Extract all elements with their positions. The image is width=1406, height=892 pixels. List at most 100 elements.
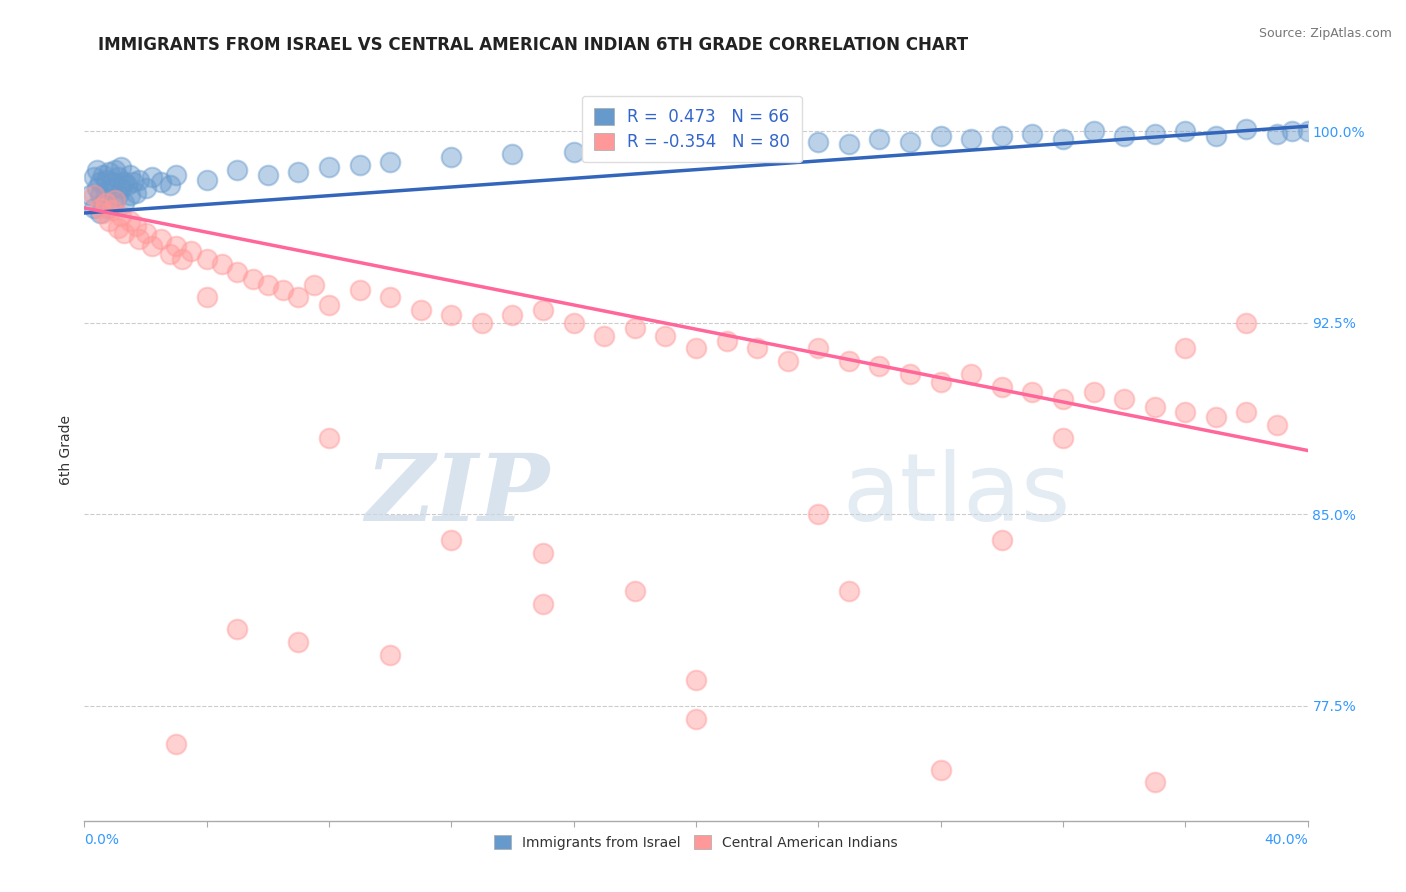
- Point: [101, 175, 124, 189]
- Point: [624, 321, 647, 335]
- Point: [502, 308, 524, 322]
- Point: [89, 188, 111, 202]
- Point: [141, 239, 163, 253]
- Point: [1236, 405, 1258, 419]
- Point: [107, 221, 129, 235]
- Point: [1143, 400, 1166, 414]
- Point: [1021, 127, 1043, 141]
- Point: [89, 201, 111, 215]
- Point: [1265, 127, 1288, 141]
- Point: [898, 135, 921, 149]
- Point: [107, 170, 129, 185]
- Point: [624, 142, 647, 156]
- Point: [83, 188, 105, 202]
- Point: [120, 168, 142, 182]
- Point: [195, 252, 218, 266]
- Point: [125, 219, 148, 233]
- Point: [165, 168, 187, 182]
- Point: [1052, 431, 1074, 445]
- Point: [110, 180, 132, 194]
- Point: [86, 162, 108, 177]
- Point: [685, 712, 707, 726]
- Point: [1205, 129, 1227, 144]
- Point: [960, 367, 983, 381]
- Point: [380, 648, 402, 662]
- Text: atlas: atlas: [842, 449, 1071, 541]
- Point: [838, 137, 860, 152]
- Point: [1114, 392, 1136, 407]
- Point: [125, 186, 148, 200]
- Point: [869, 132, 891, 146]
- Point: [531, 597, 554, 611]
- Point: [101, 203, 124, 218]
- Point: [747, 342, 769, 356]
- Point: [89, 206, 111, 220]
- Point: [349, 157, 371, 171]
- Point: [349, 283, 371, 297]
- Point: [1083, 384, 1105, 399]
- Point: [110, 160, 132, 174]
- Text: ZIP: ZIP: [366, 450, 550, 540]
- Point: [112, 175, 135, 189]
- Point: [97, 213, 120, 227]
- Point: [1281, 124, 1303, 138]
- Point: [807, 342, 830, 356]
- Point: [531, 303, 554, 318]
- Point: [685, 342, 707, 356]
- Point: [440, 533, 463, 547]
- Point: [440, 308, 463, 322]
- Point: [91, 195, 114, 210]
- Point: [929, 129, 952, 144]
- Point: [562, 316, 585, 330]
- Point: [776, 354, 799, 368]
- Point: [242, 272, 264, 286]
- Point: [149, 175, 172, 189]
- Point: [112, 195, 135, 210]
- Point: [409, 303, 432, 318]
- Point: [1143, 127, 1166, 141]
- Point: [120, 213, 142, 227]
- Point: [440, 150, 463, 164]
- Point: [195, 290, 218, 304]
- Point: [287, 290, 309, 304]
- Point: [89, 175, 111, 189]
- Point: [318, 298, 340, 312]
- Point: [94, 173, 117, 187]
- Point: [1236, 121, 1258, 136]
- Point: [271, 283, 294, 297]
- Point: [929, 763, 952, 777]
- Point: [624, 583, 647, 598]
- Point: [807, 508, 830, 522]
- Point: [991, 129, 1014, 144]
- Point: [122, 175, 145, 189]
- Point: [101, 180, 124, 194]
- Point: [502, 147, 524, 161]
- Point: [226, 162, 249, 177]
- Point: [1021, 384, 1043, 399]
- Point: [531, 545, 554, 559]
- Point: [120, 188, 142, 202]
- Point: [991, 379, 1014, 393]
- Point: [1052, 132, 1074, 146]
- Point: [1296, 124, 1319, 138]
- Point: [1174, 405, 1197, 419]
- Point: [1205, 410, 1227, 425]
- Point: [115, 178, 138, 192]
- Point: [929, 375, 952, 389]
- Text: Source: ZipAtlas.com: Source: ZipAtlas.com: [1258, 27, 1392, 40]
- Point: [1265, 417, 1288, 432]
- Point: [104, 162, 127, 177]
- Point: [318, 160, 340, 174]
- Text: IMMIGRANTS FROM ISRAEL VS CENTRAL AMERICAN INDIAN 6TH GRADE CORRELATION CHART: IMMIGRANTS FROM ISRAEL VS CENTRAL AMERIC…: [98, 36, 969, 54]
- Point: [91, 206, 114, 220]
- Point: [91, 168, 114, 182]
- Point: [141, 170, 163, 185]
- Point: [97, 201, 120, 215]
- Point: [172, 252, 194, 266]
- Point: [380, 290, 402, 304]
- Point: [1052, 392, 1074, 407]
- Point: [380, 155, 402, 169]
- Text: 0.0%: 0.0%: [84, 833, 120, 847]
- Point: [104, 194, 127, 208]
- Point: [471, 316, 494, 330]
